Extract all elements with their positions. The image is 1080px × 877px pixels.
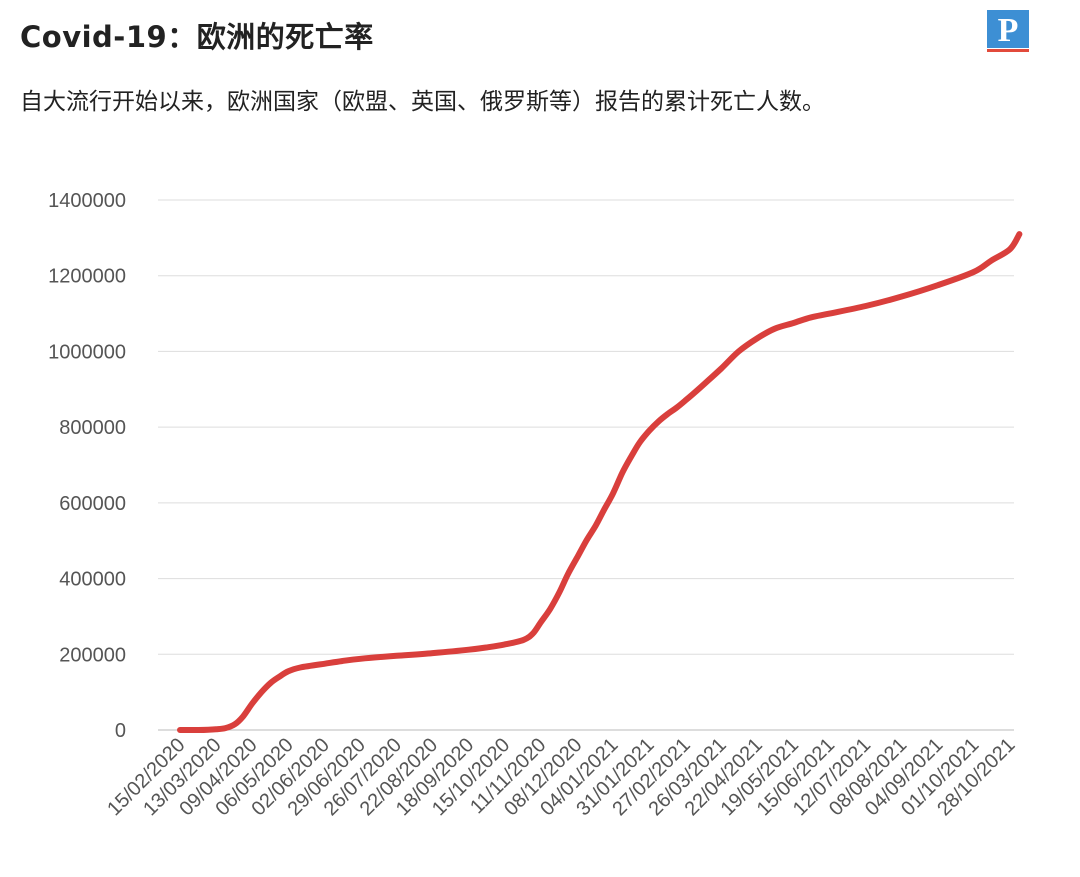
series-line-0 — [177, 231, 1023, 734]
x-axis-tick-labels: 15/02/202013/03/202009/04/202006/05/2020… — [103, 734, 1019, 820]
y-tick-label: 600000 — [59, 493, 126, 515]
y-axis-tick-labels: 0 200000 400000 600000 800000 1000000 1200000 1… — [48, 190, 126, 742]
series-group — [177, 231, 1023, 734]
logo-background — [987, 10, 1029, 48]
y-tick-label: 1200000 — [48, 266, 126, 288]
y-tick-label: 1400000 — [48, 190, 126, 212]
y-tick-label: 200000 — [59, 644, 126, 666]
logo-underline — [987, 49, 1029, 52]
publisher-logo: P — [987, 10, 1029, 52]
y-tick-label: 0 — [115, 720, 126, 742]
y-tick-label: 400000 — [59, 569, 126, 591]
y-tick-label: 800000 — [59, 417, 126, 439]
logo-letter: P — [998, 12, 1019, 49]
chart-title: Covid-19：欧洲的死亡率 — [20, 20, 374, 54]
chart-subtitle: 自大流行开始以来，欧洲国家（欧盟、英国、俄罗斯等）报告的累计死亡人数。 — [20, 89, 825, 115]
grid-lines — [158, 199, 1014, 731]
y-tick-label: 1000000 — [48, 341, 126, 363]
